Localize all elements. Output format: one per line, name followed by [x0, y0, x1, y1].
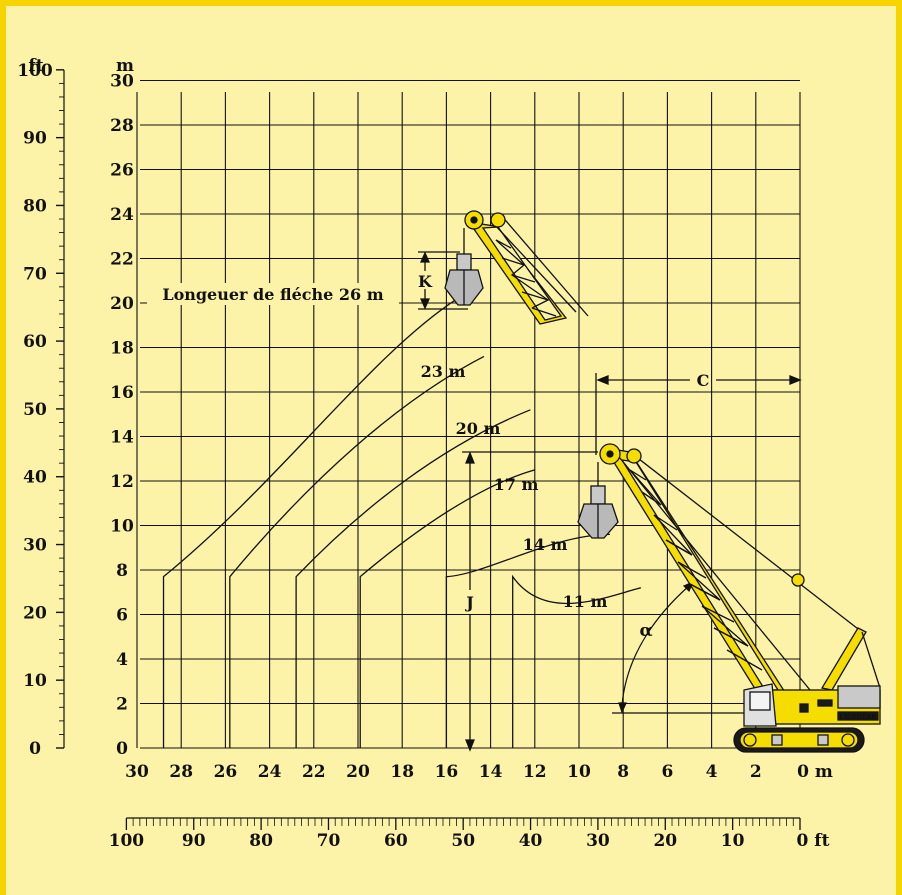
ft-horizontal-tick-label: 80 [249, 831, 273, 851]
m-horizontal-tick-label: 26 [214, 762, 238, 782]
top-border [0, 0, 902, 6]
m-vertical-tick-label: 30 [110, 72, 134, 92]
m-horizontal-tick-label: 14 [479, 762, 503, 782]
m-horizontal-tick-label: 28 [169, 762, 193, 782]
curve-label-20m: 20 m [456, 419, 501, 438]
ft-vertical-tick-label: 0 [29, 739, 41, 759]
ft-vertical-tick-label: 70 [23, 264, 47, 284]
m-horizontal-tick-label: 24 [258, 762, 282, 782]
ft-horizontal-tick-label: 60 [384, 831, 408, 851]
boom-length-label-bg [147, 283, 399, 305]
reach-curves [162, 298, 642, 748]
ft-horizontal-tick-label: 90 [182, 831, 206, 851]
m-vertical-tick-label: 4 [116, 650, 128, 670]
m-vertical-tick-label: 8 [116, 561, 128, 581]
k-label: K [418, 272, 433, 291]
crawler-tracks [733, 727, 865, 753]
alpha-label: α [639, 621, 652, 641]
crane-mast [820, 627, 881, 691]
m-vertical-tick-label: 12 [110, 472, 134, 492]
ft-horizontal-tick-label: 30 [586, 831, 610, 851]
ft-horizontal-tick-labels: 100 90 80 70 60 50 40 30 20 10 [109, 831, 745, 851]
m-horizontal-tick-label: 12 [523, 762, 547, 782]
m-horizontal-tick-label: 16 [435, 762, 459, 782]
ft-vertical-tick-labels: 0 10 20 30 40 50 60 70 80 90 100 [17, 61, 53, 759]
ft-horizontal-tick-label: 40 [519, 831, 543, 851]
right-border [896, 0, 902, 895]
m-vertical-tick-label: 24 [110, 205, 134, 225]
ft-vertical-tick-label: 90 [23, 129, 47, 149]
m-vertical-tick-label: 2 [116, 695, 128, 715]
curve-label-23m: 23 m [421, 362, 466, 381]
curve-label-14m: 14 m [523, 535, 568, 554]
m-vertical-tick-label: 0 [116, 739, 128, 759]
boom-length-label: Longeuer de fléche 26 m [162, 285, 383, 304]
m-horizontal-tick-label: 8 [617, 762, 629, 782]
left-m-unit: m [116, 56, 134, 76]
crane-brand: LIEBHERR [840, 714, 878, 721]
bottom-ft-unit: 0 ft [797, 831, 830, 851]
ft-horizontal-tick-label: 50 [451, 831, 475, 851]
m-horizontal-tick-label: 22 [302, 762, 326, 782]
m-vertical-tick-label: 14 [110, 428, 134, 448]
m-horizontal-tick-label: 2 [750, 762, 762, 782]
ft-horizontal-tick-label: 20 [653, 831, 677, 851]
alpha-angle [612, 580, 752, 714]
m-vertical-tick-label: 20 [110, 294, 134, 314]
ft-horizontal-tick-label: 100 [109, 831, 145, 851]
ft-vertical-tick-label: 30 [23, 536, 47, 556]
m-horizontal-tick-label: 20 [346, 762, 370, 782]
ft-horizontal-tick-label: 10 [721, 831, 745, 851]
upper-grab-bucket [444, 228, 484, 306]
m-vertical-tick-label: 28 [110, 116, 134, 136]
left-border [0, 0, 6, 895]
m-vertical-tick-label: 10 [110, 517, 134, 537]
m-horizontal-tick-label: 30 [125, 762, 149, 782]
curve-label-17m: 17 m [494, 475, 539, 494]
reach-curve [359, 469, 535, 748]
ft-vertical-tick-label: 100 [17, 61, 53, 81]
reach-curve [445, 533, 610, 748]
m-vertical-tick-label: 18 [110, 339, 134, 359]
upper-boom [464, 210, 589, 325]
ft-vertical-tick-label: 60 [23, 332, 47, 352]
j-label: J [464, 593, 474, 612]
left-ft-unit: ft [28, 56, 43, 76]
ft-vertical-tick-label: 80 [23, 196, 47, 216]
reach-curve [229, 355, 485, 748]
m-horizontal-tick-label: 18 [390, 762, 414, 782]
m-horizontal-tick-label: 4 [706, 762, 718, 782]
ft-horizontal-scale [125, 817, 801, 830]
curve-label-11m: 11 m [563, 592, 608, 611]
c-dimension [595, 373, 802, 455]
j-dimension [462, 451, 598, 752]
m-horizontal-tick-label: 10 [567, 762, 591, 782]
reach-curve [295, 409, 531, 748]
ft-vertical-tick-label: 40 [23, 468, 47, 488]
ft-vertical-tick-label: 10 [23, 671, 47, 691]
m-vertical-tick-label: 16 [110, 383, 134, 403]
ft-vertical-tick-label: 20 [23, 603, 47, 623]
ft-vertical-scale [56, 69, 65, 749]
lower-boom [599, 443, 863, 701]
m-vertical-tick-label: 6 [116, 606, 128, 626]
bottom-m-unit: 0 m [797, 762, 833, 782]
ft-vertical-tick-label: 50 [23, 400, 47, 420]
m-vertical-tick-label: 26 [110, 161, 134, 181]
m-horizontal-tick-labels: 30 28 26 24 22 20 18 16 14 12 10 8 6 4 2 [125, 762, 762, 782]
crane-body [743, 683, 881, 727]
reach-curve [512, 574, 642, 748]
c-label: C [697, 371, 710, 390]
grid [136, 79, 801, 749]
reach-curve [162, 298, 458, 748]
lower-grab-bucket [577, 462, 619, 539]
m-vertical-tick-label: 22 [110, 250, 134, 270]
ft-horizontal-tick-label: 70 [317, 831, 341, 851]
m-horizontal-tick-label: 6 [661, 762, 673, 782]
